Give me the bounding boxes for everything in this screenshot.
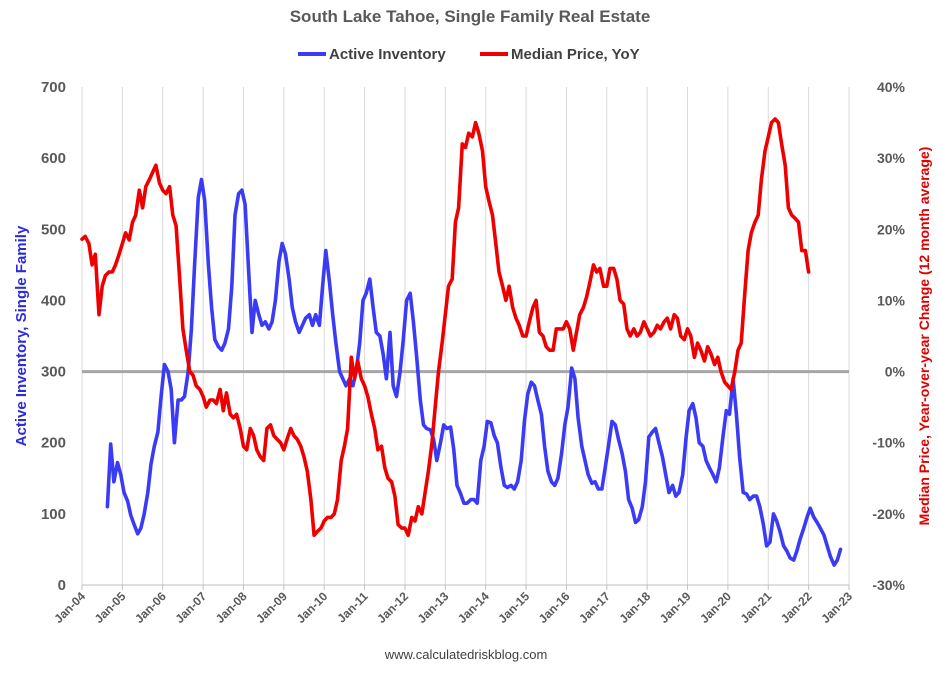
series-median-price-yoy-line: [80, 117, 811, 537]
y-right-tick: 30%: [877, 150, 906, 166]
y-left-tick: 500: [41, 221, 66, 238]
y-left-tick: 700: [41, 79, 66, 96]
y-right-tick: -20%: [872, 506, 905, 522]
y-right-tick: 20%: [877, 221, 906, 237]
y-right-tick: 40%: [877, 79, 906, 95]
y-right-label: Median Price, Year-over-year Change (12 …: [916, 147, 932, 526]
y-left-tick: 100: [41, 506, 66, 523]
y-left-label: Active Inventory, Single Family: [13, 225, 30, 446]
y-left-tick: 200: [41, 435, 66, 452]
series: [80, 117, 843, 567]
legend-label-price: Median Price, YoY: [511, 46, 640, 63]
y-right-ticks: -30% -20% -10% 0% 10% 20% 30% 40%: [872, 79, 905, 593]
y-left-tick: 0: [58, 577, 66, 594]
y-right-tick: -30%: [872, 577, 905, 593]
y-left-tick: 400: [41, 292, 66, 309]
legend: Active Inventory Median Price, YoY: [298, 46, 640, 63]
chart-title: South Lake Tahoe, Single Family Real Est…: [290, 7, 651, 26]
y-right-tick: 0%: [885, 364, 906, 380]
y-left-tick: 600: [41, 150, 66, 167]
y-right-tick: -10%: [872, 435, 905, 451]
legend-label-inventory: Active Inventory: [329, 46, 446, 63]
y-right-tick: 10%: [877, 292, 906, 308]
y-left-ticks: 0 100 200 300 400 500 600 700: [41, 79, 66, 594]
y-left-tick: 300: [41, 364, 66, 381]
source-credit: www.calculatedriskblog.com: [384, 647, 548, 662]
series-active-inventory-line: [105, 177, 843, 567]
